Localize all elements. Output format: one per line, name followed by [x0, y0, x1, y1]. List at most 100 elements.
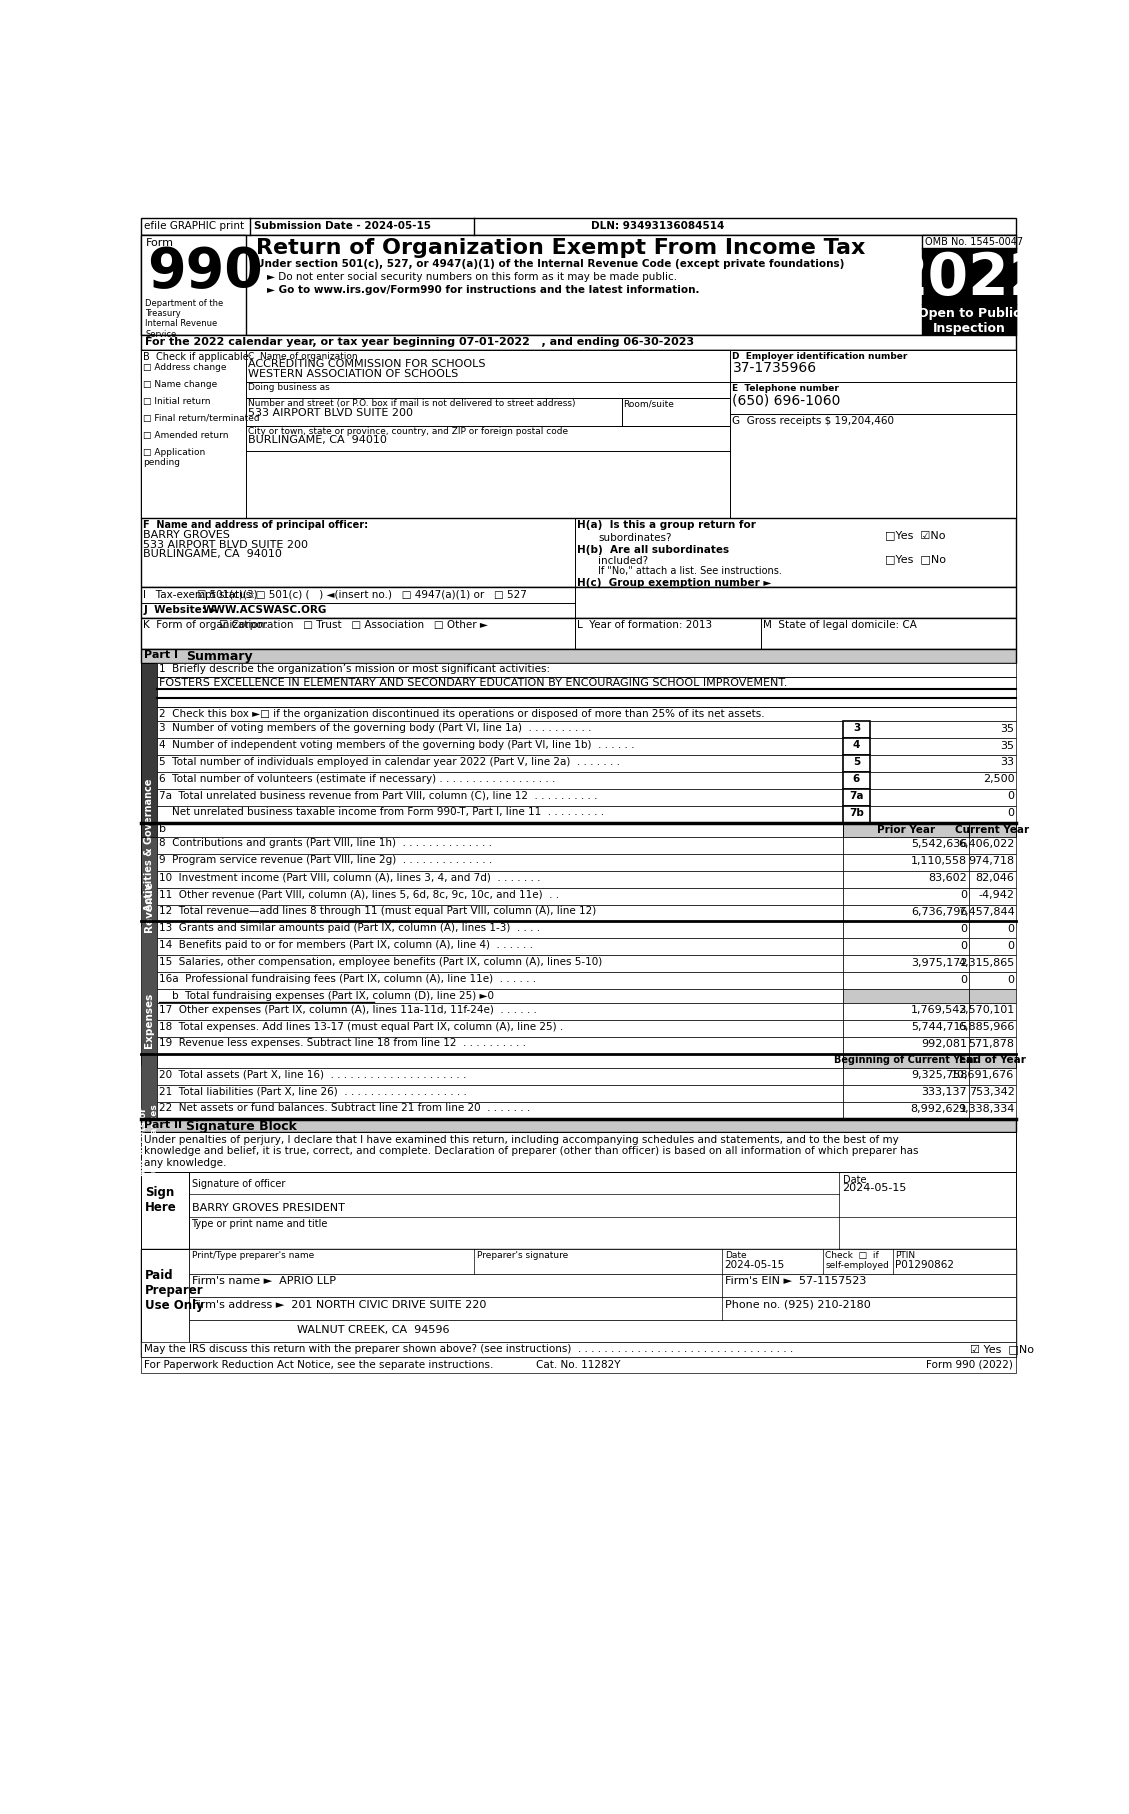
Bar — [141, 350, 1016, 519]
Bar — [969, 854, 1016, 871]
Bar — [730, 350, 1016, 519]
Text: 6: 6 — [852, 773, 860, 784]
Text: b  Total fundraising expenses (Part IX, column (D), line 25) ►0: b Total fundraising expenses (Part IX, c… — [159, 990, 495, 1001]
Text: 7,457,844: 7,457,844 — [957, 907, 1015, 916]
Bar — [843, 956, 969, 972]
Text: 2  Check this box ►□ if the organization discontinued its operations or disposed: 2 Check this box ►□ if the organization … — [159, 709, 764, 718]
Text: 8,992,621: 8,992,621 — [911, 1105, 968, 1114]
Text: Beginning of Current Year: Beginning of Current Year — [834, 1056, 978, 1065]
Text: 9,325,758: 9,325,758 — [911, 1070, 968, 1079]
Bar — [969, 989, 1016, 1003]
Text: Prior Year: Prior Year — [877, 825, 935, 834]
Text: Expenses: Expenses — [143, 992, 154, 1048]
Text: Sign
Here: Sign Here — [145, 1186, 177, 1214]
Bar — [157, 677, 1016, 689]
Text: Part II: Part II — [145, 1119, 182, 1130]
Text: Paid
Preparer
Use Only: Paid Preparer Use Only — [145, 1268, 203, 1312]
Bar — [843, 938, 969, 956]
Text: 4,315,865: 4,315,865 — [959, 958, 1015, 967]
Bar — [969, 1068, 1016, 1085]
Bar — [843, 1101, 969, 1119]
Bar — [622, 397, 730, 426]
Text: 37-1735966: 37-1735966 — [733, 361, 816, 375]
Text: Room/suite: Room/suite — [623, 399, 674, 408]
Bar — [141, 922, 157, 1065]
Bar — [921, 249, 1016, 305]
Text: WESTERN ASSOCIATION OF SCHOOLS: WESTERN ASSOCIATION OF SCHOOLS — [248, 368, 458, 379]
Text: 7a: 7a — [849, 791, 864, 800]
Text: □ Amended return: □ Amended return — [143, 432, 229, 441]
Text: 83,602: 83,602 — [928, 873, 968, 883]
Text: Open to Public
Inspection: Open to Public Inspection — [918, 307, 1021, 336]
Bar — [969, 1085, 1016, 1101]
Text: WALNUT CREEK, CA  94596: WALNUT CREEK, CA 94596 — [297, 1324, 449, 1335]
Text: OMB No. 1545-0047: OMB No. 1545-0047 — [925, 238, 1023, 247]
Bar — [157, 836, 843, 854]
Text: 20  Total assets (Part X, line 16)  . . . . . . . . . . . . . . . . . . . . .: 20 Total assets (Part X, line 16) . . . … — [159, 1068, 466, 1079]
Bar — [843, 922, 969, 938]
Bar — [869, 789, 1016, 805]
Bar — [843, 722, 869, 738]
Bar — [843, 1054, 1016, 1068]
Text: 22  Net assets or fund balances. Subtract line 21 from line 20  . . . . . . .: 22 Net assets or fund balances. Subtract… — [159, 1103, 531, 1114]
Text: 2024-05-15: 2024-05-15 — [725, 1261, 785, 1270]
Bar — [869, 738, 1016, 755]
Text: 0: 0 — [1007, 941, 1015, 951]
Bar — [869, 722, 1016, 738]
Text: (650) 696-1060: (650) 696-1060 — [733, 394, 841, 406]
Bar — [157, 1054, 843, 1068]
Bar — [969, 1038, 1016, 1054]
Bar — [843, 854, 969, 871]
Text: 5  Total number of individuals employed in calendar year 2022 (Part V, line 2a) : 5 Total number of individuals employed i… — [159, 756, 620, 767]
Text: 11  Other revenue (Part VIII, column (A), lines 5, 6d, 8c, 9c, 10c, and 11e)  . : 11 Other revenue (Part VIII, column (A),… — [159, 889, 559, 900]
Bar — [190, 1273, 1016, 1297]
Text: P01290862: P01290862 — [895, 1261, 954, 1270]
Bar — [157, 922, 843, 938]
Bar — [157, 956, 843, 972]
Bar — [843, 1003, 969, 1019]
Text: Signature of officer: Signature of officer — [192, 1179, 285, 1188]
Text: 0: 0 — [1007, 791, 1015, 802]
Text: ☑ Corporation   □ Trust   □ Association   □ Other ►: ☑ Corporation □ Trust □ Association □ Ot… — [219, 620, 488, 631]
Text: 5,744,715: 5,744,715 — [911, 1023, 968, 1032]
Bar — [141, 619, 1016, 649]
Bar — [141, 234, 1016, 336]
Bar — [843, 824, 1016, 836]
Text: Date: Date — [725, 1252, 746, 1261]
Bar — [843, 773, 869, 789]
Bar — [843, 789, 869, 805]
Text: Revenue: Revenue — [143, 882, 154, 932]
Bar — [157, 887, 843, 905]
Text: H(a)  Is this a group return for: H(a) Is this a group return for — [577, 521, 756, 530]
Text: 35: 35 — [1000, 724, 1015, 733]
Bar — [843, 989, 969, 1003]
Bar — [141, 836, 157, 927]
Bar — [157, 1019, 843, 1038]
Bar — [157, 989, 843, 1003]
Text: 3,975,172: 3,975,172 — [911, 958, 968, 967]
Bar — [157, 738, 843, 755]
Text: PTIN: PTIN — [895, 1252, 916, 1261]
Text: Firm's EIN ►  57-1157523: Firm's EIN ► 57-1157523 — [725, 1277, 866, 1286]
Bar — [157, 1068, 843, 1085]
Bar — [141, 336, 1016, 350]
Text: subordinates?: subordinates? — [598, 533, 672, 542]
Text: C  Name of organization: C Name of organization — [248, 352, 358, 361]
Text: 992,081: 992,081 — [921, 1039, 968, 1048]
Text: ☑ 501(c)(3): ☑ 501(c)(3) — [196, 590, 257, 600]
Bar — [141, 350, 246, 519]
Text: Submission Date - 2024-05-15: Submission Date - 2024-05-15 — [254, 221, 430, 230]
Bar — [843, 887, 969, 905]
Text: 6,406,022: 6,406,022 — [959, 840, 1015, 849]
Text: Current Year: Current Year — [955, 825, 1030, 834]
Text: 4: 4 — [852, 740, 860, 749]
Bar — [141, 218, 1016, 234]
Text: If "No," attach a list. See instructions.: If "No," attach a list. See instructions… — [598, 566, 782, 577]
Text: 2,500: 2,500 — [983, 775, 1015, 784]
Bar — [843, 1019, 969, 1038]
Bar — [843, 905, 969, 922]
Text: □ Final return/terminated: □ Final return/terminated — [143, 414, 260, 423]
Bar — [157, 698, 1016, 707]
Text: □ Application
pending: □ Application pending — [143, 448, 205, 468]
Bar — [969, 871, 1016, 887]
